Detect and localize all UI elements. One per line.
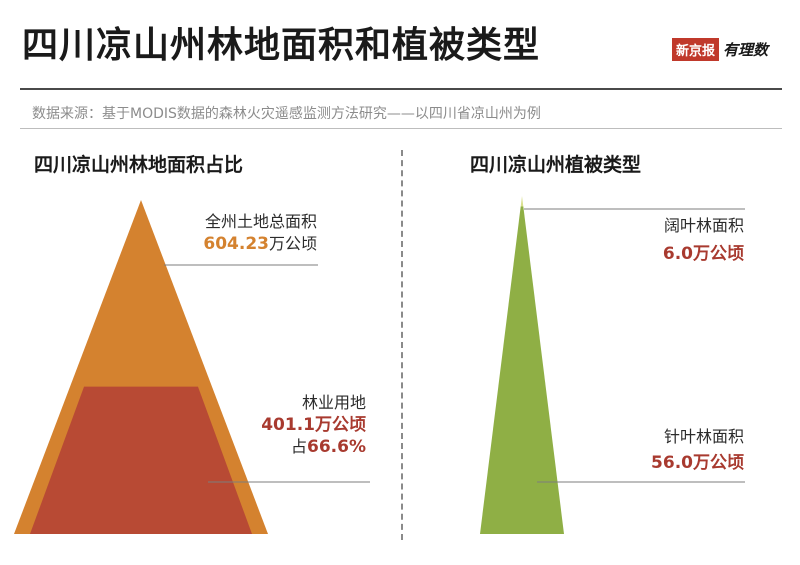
broadleaf-label-block: 阔叶林面积 6.0万公顷 [663, 216, 744, 265]
total-area-unit: 万公顷 [269, 234, 317, 253]
total-area-value: 604.23 [203, 234, 269, 254]
coniferous-value: 56.0万公顷 [651, 452, 744, 474]
coniferous-label-block: 针叶林面积 56.0万公顷 [651, 427, 744, 474]
broadleaf-value: 6.0万公顷 [663, 243, 744, 265]
forest-share-value: 66.6% [307, 437, 366, 457]
broadleaf-triangle [521, 196, 524, 207]
forest-area-value: 401.1万公顷 [261, 414, 366, 436]
total-area-label-block: 全州土地总面积 604.23万公顷 [203, 212, 317, 255]
total-area-label: 全州土地总面积 [203, 212, 317, 233]
forest-area-label: 林业用地 [261, 393, 366, 414]
forest-share-label: 占 [291, 437, 307, 456]
coniferous-trapezoid [480, 207, 564, 534]
coniferous-label: 针叶林面积 [651, 427, 744, 448]
forest-area-label-block: 林业用地 401.1万公顷 占66.6% [261, 393, 366, 458]
broadleaf-label: 阔叶林面积 [663, 216, 744, 237]
